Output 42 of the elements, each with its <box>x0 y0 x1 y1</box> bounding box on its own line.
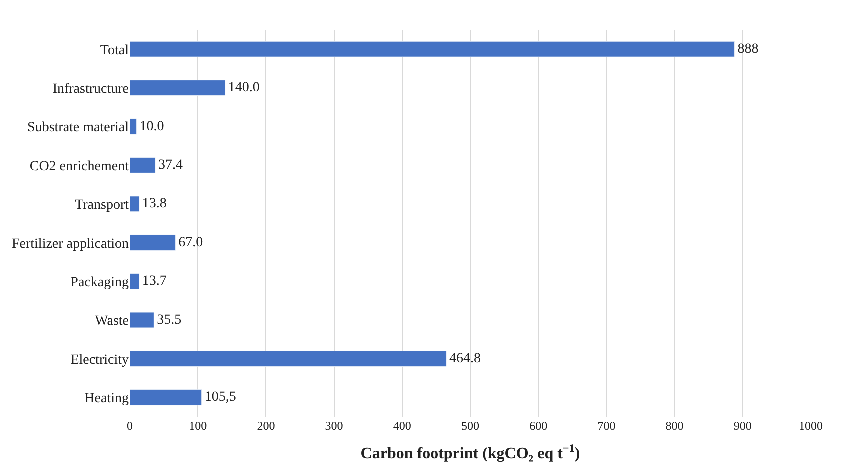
y-tick-label: Transport <box>75 198 130 214</box>
x-tick-label: 400 <box>393 419 412 433</box>
data-label: 35.5 <box>157 312 182 328</box>
y-tick-label: CO2 enrichement <box>30 159 130 174</box>
y-tick-label: Infrastructure <box>52 82 129 97</box>
bar <box>130 274 140 290</box>
y-tick-label: Waste <box>95 314 129 330</box>
x-tick-label: 900 <box>734 419 752 433</box>
y-tick-label: Total <box>100 43 130 58</box>
x-tick-label: 600 <box>530 419 548 433</box>
x-tick-label: 300 <box>325 419 344 433</box>
bar <box>130 118 138 135</box>
data-label: 67.0 <box>178 235 204 250</box>
x-tick-label: 800 <box>666 419 684 433</box>
x-tick-label: 200 <box>257 419 276 433</box>
y-tick-label: Fertilizer application <box>12 236 129 252</box>
x-tick-label: 0 <box>127 419 133 433</box>
data-label: 464.8 <box>450 351 482 366</box>
bar <box>130 196 140 212</box>
y-tick-label: Substrate material <box>28 120 130 136</box>
y-tick-label: Heating <box>84 392 129 407</box>
x-tick-label: 500 <box>462 419 480 433</box>
y-tick-label: Electricity <box>70 352 129 368</box>
y-tick-label: Packaging <box>70 275 129 290</box>
bar <box>130 350 447 367</box>
bar <box>130 390 202 406</box>
data-label: 13.8 <box>142 196 167 212</box>
x-axis-title: Carbon footprint (kgCO₂ eq t$^{−1}$) <box>360 442 580 463</box>
x-tick-label: 700 <box>598 419 616 433</box>
data-label: 37.4 <box>158 158 183 173</box>
bar <box>130 234 176 251</box>
bar <box>130 157 156 174</box>
data-label: 105,5 <box>204 390 236 406</box>
x-tick-label: 100 <box>189 419 208 433</box>
data-label: 13.7 <box>142 274 167 290</box>
bar <box>130 41 735 58</box>
x-tick-label: 1000 <box>799 419 823 433</box>
bar <box>130 312 154 328</box>
data-label: 140.0 <box>228 80 260 96</box>
data-label: 10.0 <box>140 119 164 134</box>
data-label: 888 <box>738 42 759 57</box>
bar <box>130 80 226 96</box>
